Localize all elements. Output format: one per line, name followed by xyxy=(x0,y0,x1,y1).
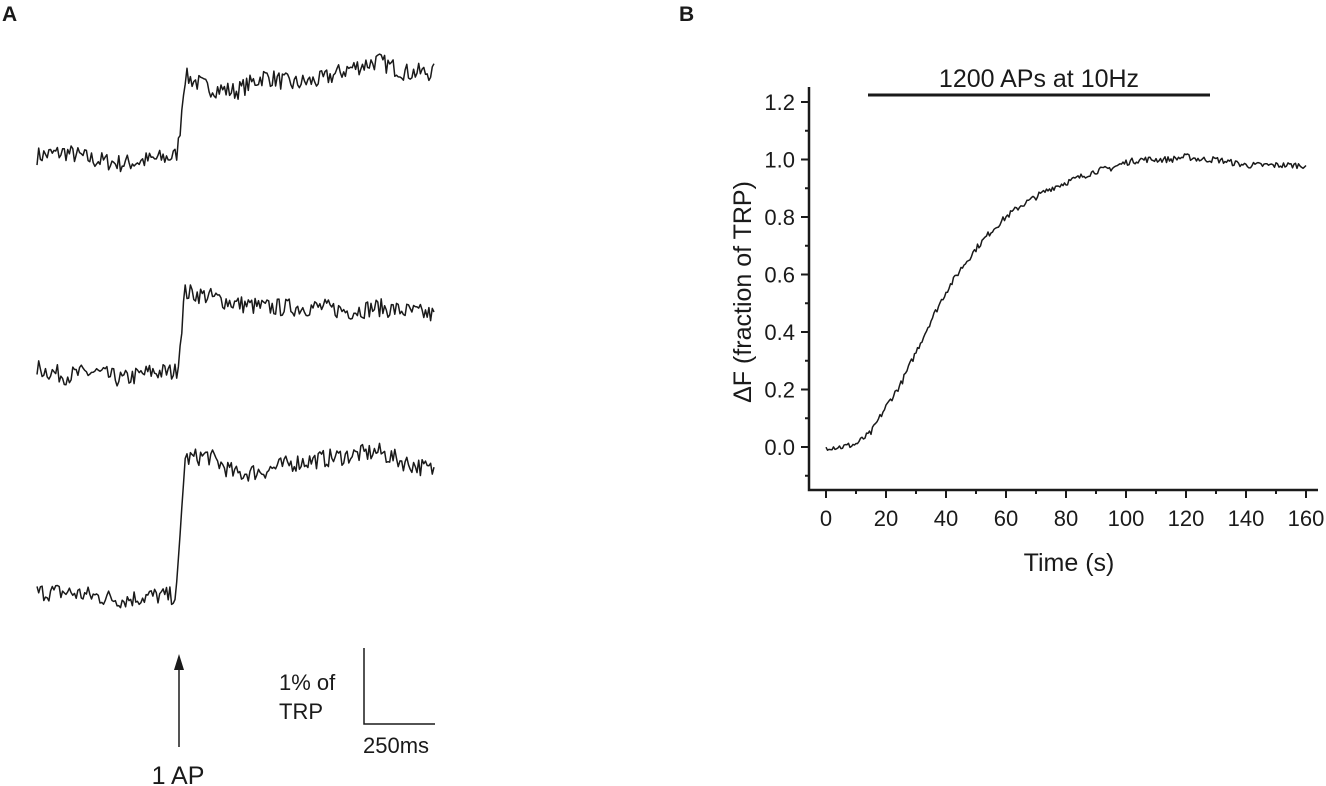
panel-b-ticks: 0 20 40 60 80 100 120 140 160 0.0 0.2 0.4 0.6 0.8 1.0 1… xyxy=(764,90,1324,531)
x-tick-label: 20 xyxy=(874,506,898,531)
y-tick-label: 0.4 xyxy=(764,320,795,345)
scale-bar-y-label-line1: 1% of xyxy=(279,670,336,695)
scale-bar-x-label: 250ms xyxy=(363,733,429,758)
trace-3 xyxy=(36,442,435,609)
x-tick-label: 160 xyxy=(1288,506,1325,531)
x-tick-label: 60 xyxy=(994,506,1018,531)
delta-f-trace xyxy=(825,153,1307,451)
x-tick-label: 0 xyxy=(820,506,832,531)
y-tick-label: 0.0 xyxy=(764,435,795,460)
trace-2 xyxy=(36,284,435,387)
y-tick-label: 1.0 xyxy=(764,148,795,173)
x-tick-label: 40 xyxy=(934,506,958,531)
y-tick-label: 1.2 xyxy=(764,90,795,115)
scale-bar xyxy=(363,648,435,725)
x-tick-label: 120 xyxy=(1168,506,1205,531)
x-axis-label: Time (s) xyxy=(1024,549,1115,577)
y-tick-label: 0.2 xyxy=(764,378,795,403)
x-tick-label: 140 xyxy=(1228,506,1265,531)
stimulus-arrow-icon xyxy=(174,654,184,747)
panel-a: 1 AP 1% of TRP 250ms xyxy=(36,53,435,786)
y-tick-label: 0.8 xyxy=(764,205,795,230)
y-tick-label: 0.6 xyxy=(764,263,795,288)
y-axis-label: ΔF (fraction of TRP) xyxy=(729,181,757,403)
panel-label-b: B xyxy=(679,3,694,26)
x-tick-label: 100 xyxy=(1108,506,1145,531)
panel-b: 0 20 40 60 80 100 120 140 160 0.0 0.2 0.4 0.6 0.8 1.0 1… xyxy=(729,65,1324,577)
stimulation-bar-label: 1200 APs at 10Hz xyxy=(939,65,1139,93)
panel-label-a: A xyxy=(2,3,17,26)
scale-bar-y-label-line2: TRP xyxy=(279,699,323,724)
trace-1 xyxy=(36,53,435,173)
panel-b-axes xyxy=(807,87,1318,492)
x-tick-label: 80 xyxy=(1054,506,1078,531)
stimulus-label: 1 AP xyxy=(152,762,205,786)
